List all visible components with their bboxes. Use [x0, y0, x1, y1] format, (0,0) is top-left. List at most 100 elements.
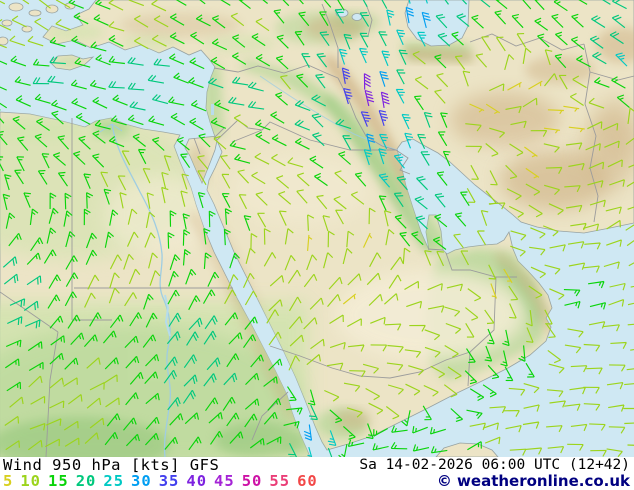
wind-barb: [30, 237, 44, 252]
wind-barb: [119, 192, 127, 209]
wind-barb: [4, 358, 20, 369]
wind-barb: [630, 348, 634, 351]
wind-barb: [129, 312, 143, 327]
wind-barb: [467, 288, 482, 302]
scale-value: 45: [214, 472, 235, 490]
wind-barb: [558, 74, 568, 90]
wind-barb: [523, 383, 540, 394]
wind-barb: [545, 323, 556, 338]
wind-barb: [9, 35, 26, 47]
wind-barb: [525, 167, 540, 179]
wind-barb: [606, 239, 622, 247]
wind-barb: [242, 272, 255, 288]
wind-barb: [604, 140, 620, 148]
wind-barb: [134, 15, 149, 28]
wind-barb: [63, 420, 79, 431]
wind-barb: [9, 298, 26, 308]
wind-barb: [142, 334, 157, 348]
wind-barb: [627, 323, 634, 326]
wind-barb: [57, 135, 70, 150]
wind-barb: [583, 386, 600, 394]
wind-barb: [167, 397, 181, 411]
wind-barb: [485, 143, 499, 157]
wind-barb: [368, 207, 376, 225]
scale-value: 55: [269, 472, 291, 490]
wind-barb: [460, 250, 470, 266]
wind-barb: [335, 118, 352, 130]
wind-barb: [104, 357, 119, 370]
wind-barb: [224, 289, 237, 305]
wind-barb: [303, 424, 313, 441]
wind-barb: [147, 74, 165, 84]
wind-barb: [0, 102, 8, 109]
wind-barb: [546, 389, 564, 398]
wind-barb: [232, 34, 246, 48]
wind-barb: [263, 252, 277, 267]
wind-barb: [148, 252, 158, 269]
wind-barb: [424, 329, 441, 341]
wind-barb: [108, 34, 124, 47]
wind-barb: [343, 425, 356, 440]
wind-barb: [51, 99, 67, 111]
wind-barb: [65, 272, 79, 287]
wind-barb: [587, 121, 603, 130]
wind-barb: [524, 146, 538, 158]
wind-barb: [289, 296, 302, 312]
wind-barb: [254, 152, 270, 165]
wind-barb: [83, 173, 91, 189]
wind-barb: [263, 376, 278, 387]
wind-barb: [627, 444, 634, 446]
wind-barb: [27, 35, 44, 47]
wind-barb: [89, 79, 106, 90]
wind-barb: [108, 21, 125, 32]
wind-barb: [444, 0, 449, 5]
wind-barb: [544, 49, 553, 66]
wind-barb: [188, 436, 202, 451]
wind-barb: [505, 425, 522, 433]
wind-barb: [378, 109, 389, 126]
wind-barb: [388, 274, 402, 289]
wind-barb: [385, 228, 395, 246]
wind-barb: [587, 180, 604, 188]
wind-barb: [294, 119, 311, 131]
wind-barb: [27, 341, 43, 352]
wind-barb: [567, 328, 584, 338]
wind-barb: [347, 273, 362, 286]
wind-barb: [182, 229, 191, 246]
wind-barb: [34, 93, 51, 104]
wind-barb: [605, 206, 622, 214]
wind-barb: [205, 397, 219, 412]
wind-barb: [401, 410, 411, 427]
nile-river: [111, 123, 171, 457]
wind-barb: [434, 193, 446, 208]
wind-barb: [360, 111, 371, 127]
wind-barb: [543, 127, 560, 134]
wind-barb: [67, 394, 83, 405]
wind-barb: [488, 202, 506, 210]
wind-barb: [64, 192, 72, 210]
wind-barb: [528, 204, 543, 218]
wind-barb: [390, 256, 404, 271]
wind-barb: [606, 382, 624, 390]
wind-barb: [570, 365, 588, 373]
wind-barb: [208, 210, 216, 228]
wind-barb: [362, 232, 373, 248]
wind-barb: [23, 300, 39, 311]
wind-barb: [93, 14, 109, 26]
wind-barb: [247, 100, 265, 110]
wind-barb: [244, 290, 258, 306]
wind-barb: [370, 316, 386, 325]
wind-barb: [484, 436, 501, 445]
wind-barb: [607, 159, 623, 168]
wind-barb: [548, 363, 565, 374]
wind-barb: [530, 227, 546, 239]
wind-barb: [466, 409, 483, 419]
wind-barb: [570, 222, 587, 231]
wind-barb: [525, 310, 533, 327]
wind-barb: [307, 446, 313, 457]
wind-barb: [507, 81, 522, 91]
wind-barb: [447, 366, 462, 380]
wind-barb: [163, 369, 178, 384]
wind-barb: [127, 208, 138, 225]
wind-barb: [63, 210, 73, 227]
